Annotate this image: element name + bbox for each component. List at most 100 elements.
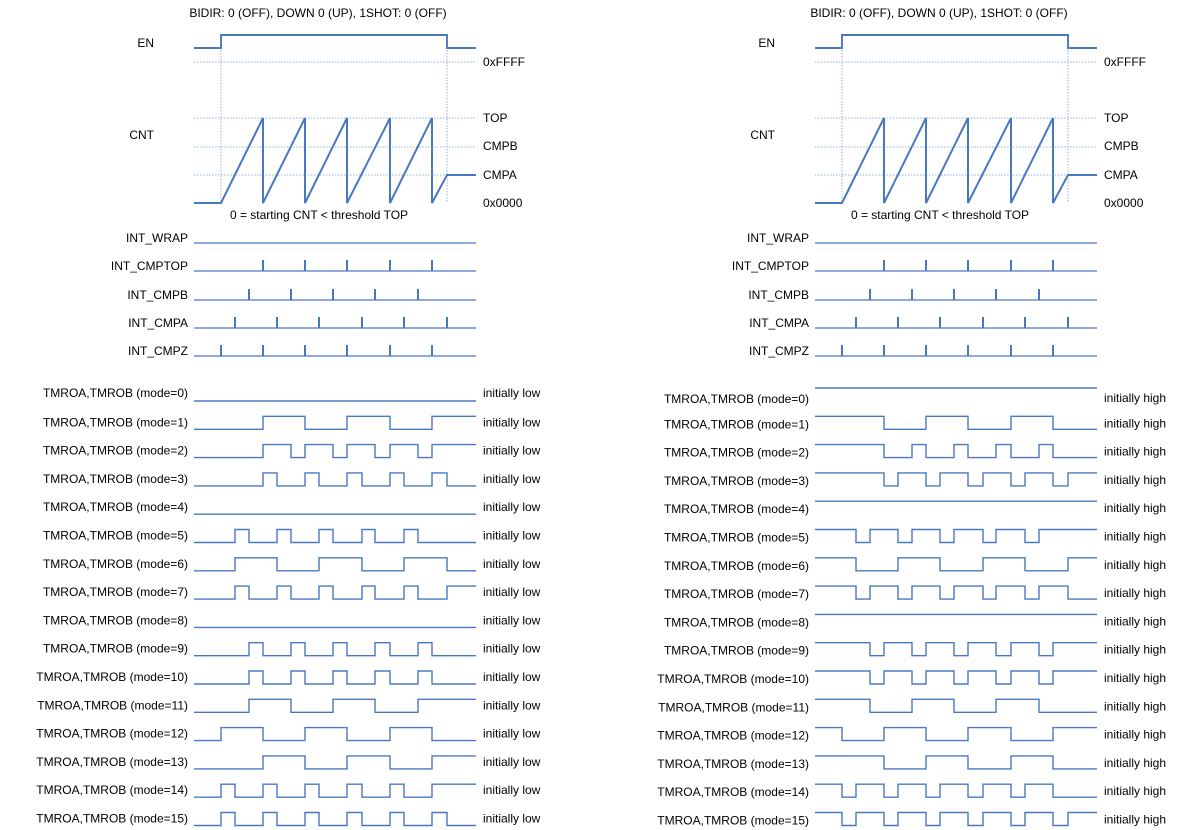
output-waveform-mode-9 [815,642,1097,657]
output-waveform-mode-1 [194,415,476,430]
output-waveform-mode-13 [194,755,476,770]
level-label-cmpb: CMPB [1104,139,1139,153]
output-waveform-mode-15 [815,811,1097,827]
mode-settings-header: BIDIR: 0 (OFF), DOWN 0 (UP), 1SHOT: 0 (O… [810,6,1067,20]
cnt-sawtooth [194,117,476,204]
output-waveform-mode-6 [194,557,476,572]
output-waveform-mode-14 [815,783,1097,798]
interrupt-label: INT_CMPTOP [732,259,809,273]
output-initial-state: initially low [483,585,541,599]
interrupt-label: INT_CMPZ [749,344,809,358]
output-waveform-mode-3 [815,472,1097,487]
interrupt-label: INT_CMPTOP [111,259,188,273]
output-label: TMROA,TMROB (mode=12) [657,729,809,743]
output-waveform-mode-5 [815,528,1097,544]
output-label: TMROA,TMROB (mode=8) [664,615,809,629]
output-initial-state: initially low [483,642,541,656]
output-label: TMROA,TMROB (mode=6) [664,559,809,573]
panel-right: BIDIR: 0 (OFF), DOWN 0 (UP), 1SHOT: 0 (O… [657,6,1166,828]
output-label: TMROA,TMROB (mode=5) [664,531,809,545]
output-label: TMROA,TMROB (mode=15) [657,814,809,828]
output-initial-state: initially high [1104,501,1166,515]
output-initial-state: initially low [483,698,541,712]
interrupt-label: INT_CMPA [749,316,809,330]
output-label: TMROA,TMROB (mode=13) [657,757,809,771]
output-label: TMROA,TMROB (mode=0) [43,386,188,400]
output-label: TMROA,TMROB (mode=1) [664,417,809,431]
output-initial-state: initially low [483,415,541,429]
output-initial-state: initially high [1104,416,1166,430]
level-label-cmpb: CMPB [483,139,518,153]
en-label: EN [758,36,775,50]
en-signal [194,34,476,49]
output-waveform-mode-3 [194,472,476,487]
output-waveform-mode-2 [194,443,476,459]
output-label: TMROA,TMROB (mode=14) [36,783,188,797]
en-signal [815,34,1097,49]
output-initial-state: initially high [1104,586,1166,600]
output-initial-state: initially high [1104,445,1166,459]
cnt-label: CNT [750,128,775,142]
level-label-0x0000: 0x0000 [1104,196,1144,210]
output-initial-state: initially high [1104,813,1166,827]
output-label: TMROA,TMROB (mode=2) [43,444,188,458]
output-waveform-mode-15 [194,811,476,827]
level-label-0xffff: 0xFFFF [1104,55,1146,69]
output-waveform-mode-12 [815,726,1097,742]
output-label: TMROA,TMROB (mode=7) [664,587,809,601]
output-initial-state: initially low [483,670,541,684]
output-initial-state: initially high [1104,643,1166,657]
level-label-top: TOP [483,111,507,125]
output-initial-state: initially low [483,557,541,571]
cnt-label: CNT [129,128,154,142]
en-label: EN [137,36,154,50]
output-initial-state: initially low [483,812,541,826]
level-label-cmpa: CMPA [483,168,517,182]
level-label-0x0000: 0x0000 [483,196,523,210]
output-initial-state: initially low [483,613,541,627]
output-label: TMROA,TMROB (mode=13) [36,755,188,769]
output-waveform-mode-7 [194,585,476,600]
output-waveform-mode-12 [194,726,476,742]
output-initial-state: initially low [483,444,541,458]
output-initial-state: initially low [483,783,541,797]
output-waveform-mode-10 [194,670,476,685]
output-initial-state: initially high [1104,784,1166,798]
output-initial-state: initially high [1104,756,1166,770]
output-initial-state: initially low [483,386,541,400]
output-waveform-mode-1 [815,415,1097,430]
output-initial-state: initially low [483,500,541,514]
output-label: TMROA,TMROB (mode=11) [658,700,809,714]
level-label-0xffff: 0xFFFF [483,55,525,69]
interrupt-label: INT_CMPB [748,288,809,302]
output-waveform-mode-6 [815,557,1097,572]
output-initial-state: initially high [1104,728,1166,742]
interrupt-label: INT_WRAP [747,231,809,245]
interrupt-label: INT_CMPB [127,288,188,302]
output-waveform-mode-11 [194,698,476,713]
output-label: TMROA,TMROB (mode=4) [43,500,188,514]
output-label: TMROA,TMROB (mode=5) [43,529,188,543]
panel-left: BIDIR: 0 (OFF), DOWN 0 (UP), 1SHOT: 0 (O… [36,6,541,827]
output-label: TMROA,TMROB (mode=10) [36,670,188,684]
output-label: TMROA,TMROB (mode=3) [43,472,188,486]
output-waveform-mode-9 [194,642,476,657]
output-label: TMROA,TMROB (mode=10) [657,672,809,686]
interrupt-label: INT_CMPA [128,316,188,330]
output-waveform-mode-2 [815,443,1097,459]
output-initial-state: initially high [1104,614,1166,628]
output-initial-state: initially high [1104,530,1166,544]
cnt-sawtooth [815,117,1097,204]
output-label: TMROA,TMROB (mode=2) [664,446,809,460]
output-initial-state: initially low [483,472,541,486]
output-initial-state: initially low [483,529,541,543]
level-label-cmpa: CMPA [1104,168,1138,182]
interrupt-label: INT_CMPZ [128,344,188,358]
output-initial-state: initially high [1104,391,1166,405]
output-label: TMROA,TMROB (mode=4) [664,502,809,516]
output-initial-state: initially high [1104,699,1166,713]
output-initial-state: initially high [1104,473,1166,487]
output-label: TMROA,TMROB (mode=11) [37,698,188,712]
mode-settings-header: BIDIR: 0 (OFF), DOWN 0 (UP), 1SHOT: 0 (O… [189,6,446,20]
